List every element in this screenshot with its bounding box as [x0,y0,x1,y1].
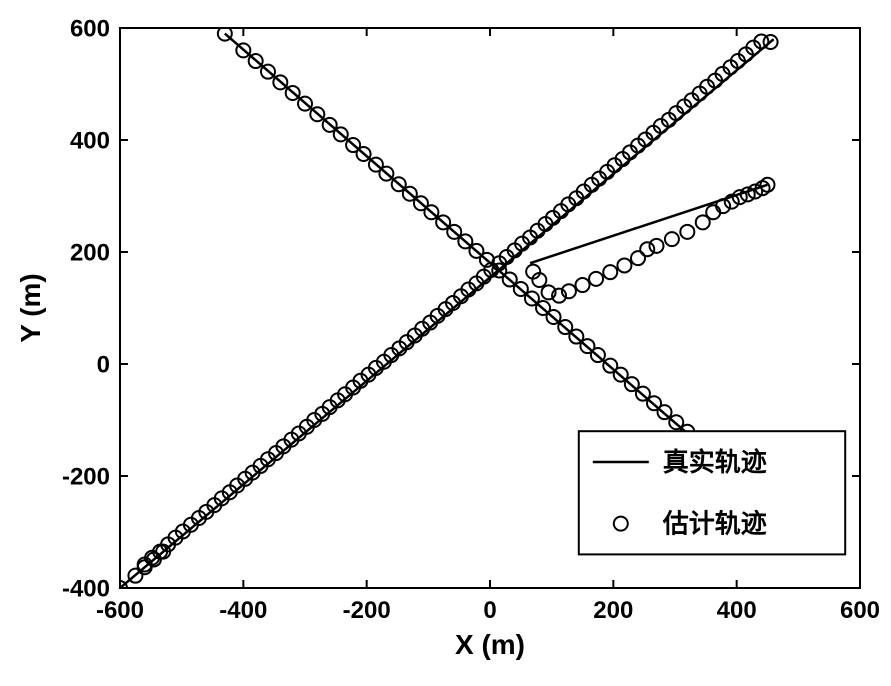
ytick-label: 0 [97,351,110,378]
estimated-trajectory-marker [631,251,645,265]
ytick-label: -400 [62,575,110,602]
legend-label: 真实轨迹 [663,447,767,477]
xtick-label: 0 [483,597,496,624]
ytick-label: -200 [62,463,110,490]
legend: 真实轨迹估计轨迹 [579,431,845,554]
estimated-trajectory-marker [617,258,631,272]
estimated-trajectory-marker [589,272,603,286]
xaxis-label: X (m) [455,629,525,660]
estimated-trajectory-marker [650,239,664,253]
estimated-trajectory-marker [680,225,694,239]
ytick-label: 600 [70,15,110,42]
estimated-trajectory-marker [733,190,747,204]
yaxis-label: Y (m) [15,273,46,343]
trajectory-chart: -600-400-2000200400600-400-2000200400600… [0,0,891,686]
ytick-label: 200 [70,239,110,266]
estimated-trajectory-marker [640,242,654,256]
xtick-label: 200 [593,597,633,624]
estimated-trajectory-marker [665,232,679,246]
ytick-label: 400 [70,127,110,154]
xtick-label: -400 [219,597,267,624]
xtick-label: 400 [717,597,757,624]
xtick-label: 600 [840,597,880,624]
legend-label: 估计轨迹 [662,509,767,539]
estimated-trajectory-marker [603,265,617,279]
estimated-trajectory-marker [576,278,590,292]
xtick-label: -200 [343,597,391,624]
